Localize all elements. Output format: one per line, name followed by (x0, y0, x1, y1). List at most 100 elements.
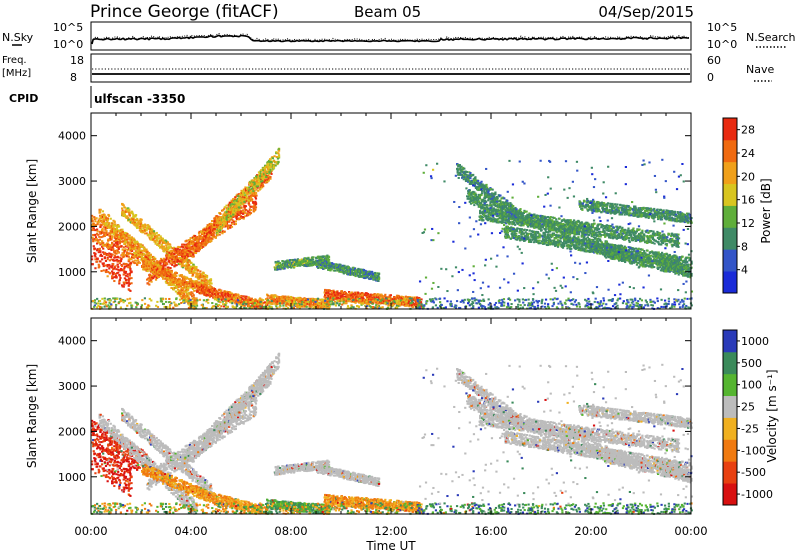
power-cell (110, 226, 113, 229)
power-cell (204, 276, 207, 279)
power-cell (188, 271, 191, 274)
power-cell (185, 239, 188, 242)
power-cell (134, 215, 137, 218)
power-cell (120, 230, 123, 233)
power-cell (147, 264, 150, 267)
power-cell (192, 235, 196, 238)
power-cell (134, 214, 138, 217)
power-cell (148, 231, 152, 234)
power-cell (234, 220, 237, 223)
power-cell (128, 260, 131, 263)
power-cell (262, 185, 265, 188)
power-cell (99, 254, 102, 257)
power-cell (252, 195, 255, 198)
power-cell (116, 272, 119, 275)
power-cell (192, 252, 195, 255)
power-cell (94, 255, 97, 258)
freq-tick-top: 18 (70, 54, 84, 67)
power-cell (94, 224, 98, 227)
power-cell (145, 232, 148, 235)
power-cell (145, 248, 148, 251)
power-cell (147, 224, 150, 227)
power-cell (170, 271, 173, 274)
power-cell (277, 155, 281, 158)
power-cell (131, 254, 134, 257)
power-cell (129, 269, 132, 272)
power-cell (147, 258, 150, 261)
power-cell (192, 263, 195, 266)
power-cell (160, 238, 163, 241)
power-cell (136, 257, 139, 260)
power-cell (233, 220, 236, 223)
power-cell (213, 231, 216, 234)
power-cell (197, 274, 200, 277)
power-cell (198, 231, 201, 234)
power-cell (170, 251, 173, 254)
power-cell (111, 236, 114, 239)
power-cell (189, 269, 192, 272)
power-cell (173, 265, 176, 268)
power-cell (144, 224, 147, 227)
power-cell (175, 264, 178, 267)
power-cell (231, 222, 234, 225)
power-cell (166, 263, 169, 266)
power-cell (175, 283, 179, 286)
power-cell (126, 235, 129, 238)
power-cell (104, 218, 107, 221)
power-cell (194, 269, 197, 272)
power-cell (167, 258, 170, 261)
power-cell (156, 235, 159, 238)
power-cell (107, 254, 110, 257)
power-cell (209, 222, 213, 225)
power-cell (191, 248, 194, 251)
power-cell (241, 197, 244, 200)
power-cell (106, 220, 109, 223)
power-cell (204, 274, 207, 277)
power-cell (191, 292, 194, 295)
power-cell (99, 260, 102, 263)
power-cell (384, 293, 387, 296)
nave-tick-top: 60 (707, 54, 721, 67)
power-cell (242, 217, 245, 220)
power-cell (166, 255, 169, 258)
power-cell (182, 284, 185, 287)
power-cell (211, 232, 214, 235)
power-cell (91, 263, 94, 266)
power-cell (99, 243, 102, 246)
power-cell (238, 212, 241, 215)
power-cell (185, 293, 189, 296)
power-cell (148, 283, 151, 286)
power-cell (154, 273, 158, 276)
power-cell (143, 247, 146, 250)
power-cell (178, 257, 181, 260)
power-cell (109, 233, 112, 236)
power-cell (112, 229, 116, 232)
power-cell (118, 280, 121, 283)
power-cell (137, 252, 140, 255)
power-cell (143, 256, 146, 259)
power-cell (168, 251, 171, 254)
power-cell (92, 240, 95, 243)
power-cell (235, 215, 239, 218)
power-cell (129, 262, 133, 265)
power-cell (193, 306, 196, 309)
power-cell (185, 253, 188, 256)
power-cell (156, 261, 159, 264)
power-cell (202, 272, 205, 275)
power-cell (125, 238, 128, 241)
power-cell (254, 203, 258, 206)
power-cell (180, 253, 183, 256)
power-cell (178, 248, 182, 251)
power-cell (104, 253, 108, 256)
power-cell (189, 237, 192, 240)
power-cell (112, 225, 115, 228)
power-cell (126, 281, 129, 284)
power-cell (94, 220, 97, 223)
power-cell (115, 268, 118, 271)
power-cell (177, 253, 180, 256)
power-cell (136, 247, 139, 250)
power-cell (104, 259, 108, 262)
power-cell (159, 235, 162, 238)
power-cell (115, 239, 118, 242)
power-cell (132, 244, 135, 247)
